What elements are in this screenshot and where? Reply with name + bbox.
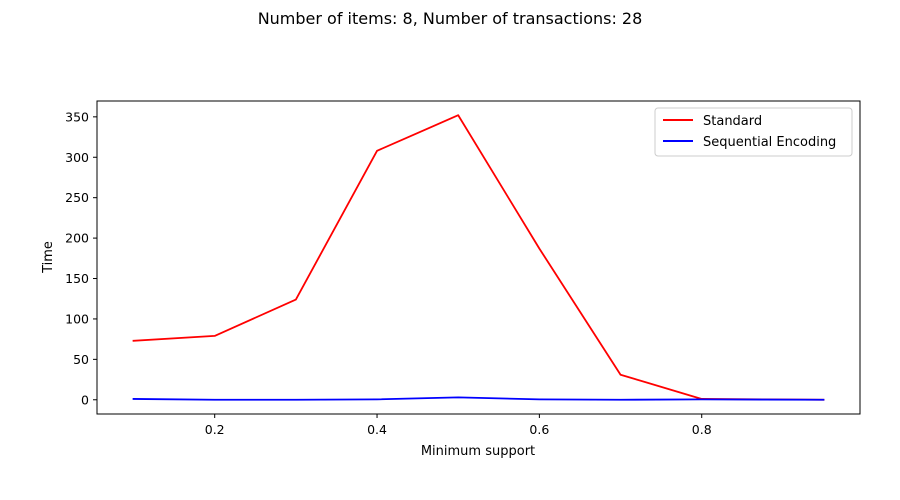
y-axis: 0 50 100 150 200 250 300 350 xyxy=(65,109,97,407)
plot-area: 0.2 0.4 0.6 0.8 0 50 100 150 200 250 300 350 xyxy=(65,100,861,437)
legend: Standard Sequential Encoding xyxy=(654,107,853,157)
y-axis-label: Time xyxy=(41,241,56,274)
legend-label-sequential-encoding: Sequential Encoding xyxy=(703,135,836,150)
axes-frame xyxy=(96,100,861,415)
y-tick-label: 350 xyxy=(65,109,89,124)
y-tick-label: 200 xyxy=(65,231,89,246)
y-tick-label: 250 xyxy=(65,190,89,205)
legend-label-standard: Standard xyxy=(703,114,762,129)
series-line-standard xyxy=(132,114,825,401)
x-tick-label: 0.8 xyxy=(692,422,712,437)
y-tick-label: 150 xyxy=(65,271,89,286)
x-axis: 0.2 0.4 0.6 0.8 xyxy=(205,414,712,437)
y-tick-label: 100 xyxy=(65,311,89,326)
x-tick-label: 0.6 xyxy=(529,422,549,437)
series-line-sequential-encoding xyxy=(132,396,825,401)
y-tick-label: 0 xyxy=(81,392,89,407)
y-tick-label: 50 xyxy=(73,352,89,367)
x-tick-label: 0.4 xyxy=(367,422,387,437)
chart-title: Number of items: 8, Number of transactio… xyxy=(258,9,643,28)
legend-box xyxy=(654,107,853,157)
x-tick-label: 0.2 xyxy=(205,422,225,437)
series-layer xyxy=(132,114,825,401)
y-tick-label: 300 xyxy=(65,150,89,165)
x-axis-label: Minimum support xyxy=(421,444,535,459)
